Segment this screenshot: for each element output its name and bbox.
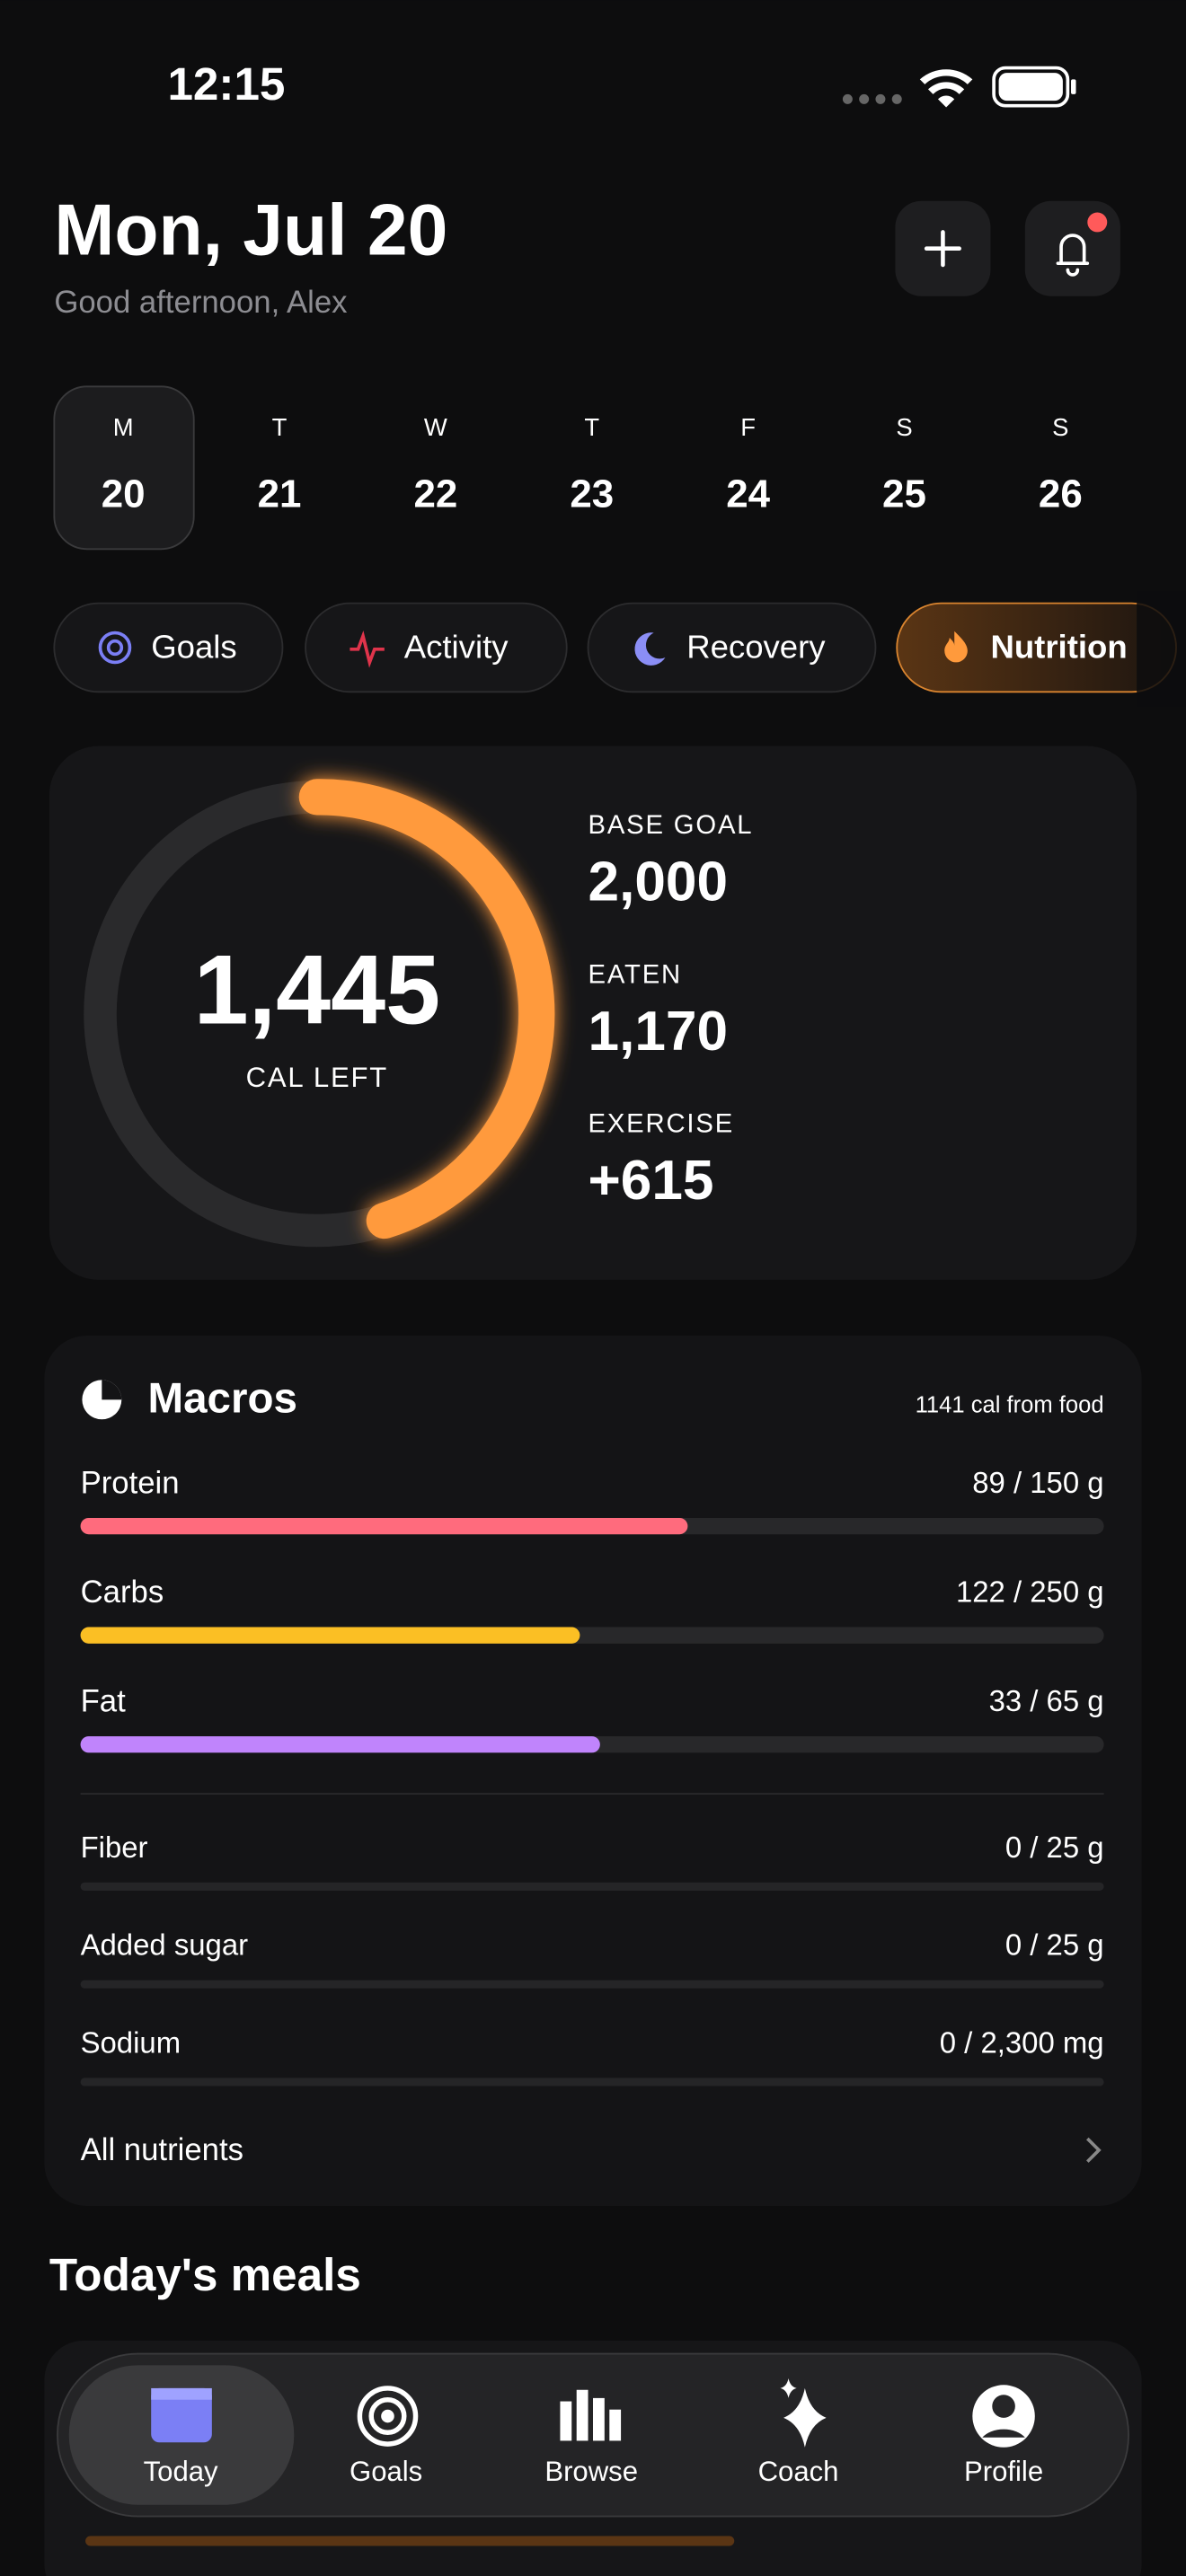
calories-left-label: CAL LEFT [246, 1062, 389, 1093]
stat-value: 1,170 [589, 1001, 729, 1063]
calories-left: 1,445 [194, 935, 441, 1045]
stat-value: +615 [589, 1150, 714, 1212]
bar [80, 1736, 600, 1753]
macros-icon [82, 1380, 122, 1420]
weekday: S [896, 413, 912, 441]
all-nutrients-link[interactable]: All nutrients [81, 2133, 1102, 2167]
tab[interactable]: Goals [53, 602, 284, 693]
nutrient-amount: 0 / 25 g [1005, 1928, 1104, 1962]
day-number: 24 [726, 472, 770, 516]
weekday: T [272, 413, 288, 441]
macro-amount: 33 / 65 g [989, 1684, 1104, 1717]
tab-label: Goals [151, 628, 236, 665]
status-icons [842, 66, 1076, 108]
macro-name: Protein [81, 1467, 180, 1501]
nutrient-name: Sodium [81, 2026, 181, 2060]
bar-track [80, 2078, 1104, 2086]
weekday: M [113, 413, 134, 441]
status-time: 12:15 [167, 58, 285, 110]
day-number: 25 [882, 472, 926, 516]
tab-label: Nutrition [990, 628, 1127, 665]
meal-progress [85, 2536, 735, 2546]
weekday: S [1052, 413, 1068, 441]
day-number: 20 [102, 472, 146, 516]
tab[interactable]: Activity [305, 602, 568, 693]
nav-label[interactable]: Today [144, 2456, 218, 2487]
macros-title: Macros [148, 1375, 297, 1423]
day-number: 21 [258, 472, 302, 516]
nutrient-amount: 0 / 2,300 mg [940, 2026, 1104, 2060]
tab-label: Activity [404, 628, 509, 665]
bar [80, 1517, 688, 1535]
bar-track [80, 1980, 1104, 1989]
nav-label[interactable]: Browse [544, 2456, 638, 2487]
nav-label[interactable]: Profile [964, 2456, 1043, 2487]
date-title: Mon, Jul 20 [54, 190, 447, 270]
macro-name: Carbs [81, 1575, 164, 1610]
tab-label: Recovery [686, 628, 826, 665]
greeting: Good afternoon, Alex [54, 286, 347, 320]
selected-day [53, 385, 195, 551]
stat-label: BASE GOAL [589, 811, 754, 840]
bar-track [80, 1882, 1104, 1891]
section-title: Today's meals [49, 2249, 361, 2300]
day-number: 22 [413, 472, 457, 516]
day-number: 26 [1039, 472, 1083, 516]
ring-progress [298, 779, 555, 1239]
weekday: F [740, 413, 756, 441]
stat-value: 2,000 [589, 851, 729, 913]
tab[interactable]: Nutrition [896, 602, 1177, 693]
link-label: All nutrients [81, 2133, 243, 2167]
nav-icons [151, 2378, 1035, 2448]
calorie-card [49, 745, 1137, 1280]
nutrient-name: Fiber [81, 1831, 148, 1864]
fade [1137, 591, 1186, 707]
macro-amount: 89 / 150 g [972, 1466, 1103, 1499]
stat-label: EATEN [589, 960, 682, 989]
weekday: W [424, 413, 447, 441]
macro-amount: 122 / 250 g [956, 1575, 1104, 1609]
day-number: 23 [570, 472, 614, 516]
add-button[interactable] [895, 200, 991, 296]
macros-subtitle: 1141 cal from food [916, 1392, 1104, 1417]
nutrient-name: Added sugar [81, 1928, 249, 1962]
nav-label[interactable]: Coach [758, 2456, 839, 2487]
macro-name: Fat [81, 1685, 127, 1719]
stat-label: EXERCISE [589, 1110, 735, 1139]
nutrient-amount: 0 / 25 g [1005, 1831, 1104, 1864]
bar [80, 1627, 580, 1644]
weekday: T [584, 413, 599, 441]
nav-label[interactable]: Goals [350, 2456, 422, 2487]
tab[interactable]: Recovery [587, 602, 877, 693]
notifications-button[interactable] [1024, 200, 1120, 296]
